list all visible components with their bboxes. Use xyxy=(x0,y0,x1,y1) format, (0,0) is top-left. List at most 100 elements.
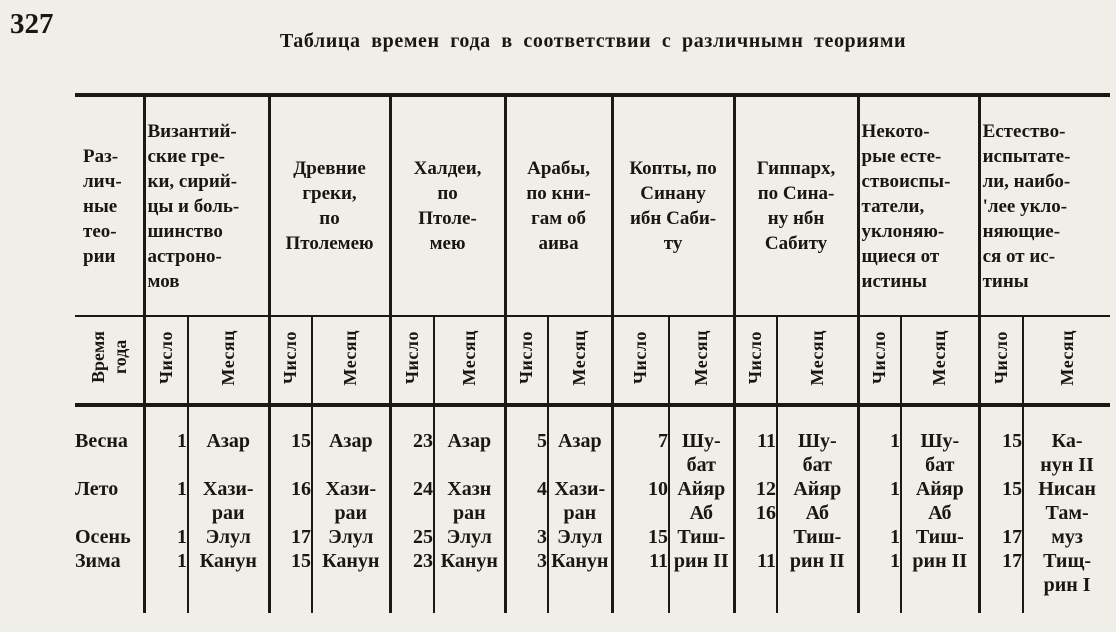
day-cell xyxy=(610,573,670,613)
header-line: щиеся от xyxy=(861,245,940,267)
day-cell: 4 xyxy=(503,477,549,501)
header-line: астроно- xyxy=(147,245,222,267)
table-row: рин I xyxy=(75,573,1111,613)
corner-header: Раз- лич- ные тео- рии xyxy=(75,93,144,317)
day-cell: 23 xyxy=(388,549,435,573)
header-line: Византий- xyxy=(147,120,237,142)
month-cell xyxy=(547,453,613,477)
rotated-number-header: Число xyxy=(856,316,902,407)
day-cell: 3 xyxy=(503,525,549,549)
theory-header-row: Раз- лич- ные тео- рии Византий- ские гр… xyxy=(75,93,1111,317)
rotated-number-header: Число xyxy=(732,316,778,407)
header-line: тео- xyxy=(83,220,117,242)
header-line: ки, сирий- xyxy=(147,170,238,192)
day-cell: 24 xyxy=(388,477,435,501)
month-cell: Шу- xyxy=(776,405,859,453)
month-cell: Азар xyxy=(311,405,391,453)
month-cell: Элул xyxy=(433,525,506,549)
table-row: Весна 1 Азар 15 Азар 23 Азар 5 Азар 7 Шу- 11 Ш… xyxy=(75,405,1111,453)
day-cell xyxy=(503,501,549,525)
month-cell: муз xyxy=(1022,525,1111,549)
day-cell xyxy=(856,501,902,525)
month-cell: рин II xyxy=(900,549,980,573)
month-cell: Айяр xyxy=(668,477,735,501)
header-line: Некото- xyxy=(861,120,930,142)
day-cell xyxy=(977,573,1024,613)
day-cell xyxy=(503,573,549,613)
day-cell: 16 xyxy=(267,477,313,501)
day-cell: 1 xyxy=(856,405,902,453)
month-cell: Канун xyxy=(433,549,506,573)
day-cell xyxy=(503,453,549,477)
season-label xyxy=(75,453,144,477)
header-line: Древние xyxy=(293,158,366,179)
month-cell xyxy=(433,453,506,477)
day-cell xyxy=(732,525,778,549)
header-line: года xyxy=(109,340,130,375)
day-cell: 17 xyxy=(267,525,313,549)
month-cell: Канун xyxy=(547,549,613,573)
header-line: шинство xyxy=(147,220,223,242)
month-cell: раи xyxy=(311,501,391,525)
day-cell xyxy=(610,501,670,525)
season-label: Весна xyxy=(75,430,128,452)
header-line: Птолемею xyxy=(285,233,374,254)
day-cell: 17 xyxy=(977,549,1024,573)
month-cell xyxy=(900,573,980,613)
header-line: Синану xyxy=(640,183,706,204)
page-number: 327 xyxy=(10,8,54,40)
month-cell: бат xyxy=(776,453,859,477)
header-line: греки, xyxy=(302,183,357,204)
theory-header-naturalists-most-deviating: Естество- испытате- ли, наибо- 'лее укло… xyxy=(977,93,1111,317)
page-title: Таблица времен года в соответствии с раз… xyxy=(279,30,907,52)
day-cell: 12 xyxy=(732,477,778,501)
header-line: Раз- xyxy=(83,145,119,167)
day-cell: 1 xyxy=(856,525,902,549)
header-line: 'лее укло- xyxy=(982,195,1068,217)
rotated-number-header: Число xyxy=(142,316,188,407)
day-cell xyxy=(267,573,313,613)
month-cell: бат xyxy=(900,453,980,477)
month-cell: Хази- xyxy=(186,477,270,501)
month-cell: ран xyxy=(433,501,506,525)
month-cell xyxy=(311,453,391,477)
header-line: мею xyxy=(429,233,466,254)
day-cell: 1 xyxy=(142,405,188,453)
rotated-month-header: Месяц xyxy=(1022,316,1111,407)
rotated-number-header: Число xyxy=(610,316,670,407)
month-cell: Канун xyxy=(186,549,270,573)
month-cell: Тищ- xyxy=(1022,549,1111,573)
day-cell: 11 xyxy=(610,549,670,573)
day-cell xyxy=(142,573,188,613)
day-cell xyxy=(267,453,313,477)
month-cell: бат xyxy=(668,453,735,477)
day-cell: 7 xyxy=(610,405,670,453)
header-line: гам об xyxy=(531,208,586,229)
table-row: раи раи ран ран Аб 16 Аб Аб Там- xyxy=(75,501,1111,525)
month-cell: Элул xyxy=(186,525,270,549)
month-cell: Шу- xyxy=(668,405,735,453)
season-label xyxy=(75,573,144,613)
day-cell xyxy=(977,501,1024,525)
month-cell: Айяр xyxy=(776,477,859,501)
header-line: по кни- xyxy=(526,183,591,204)
table-row: Зима 1 Канун 15 Канун 23 Канун 3 Канун 11 рин… xyxy=(75,549,1111,573)
day-cell xyxy=(732,453,778,477)
header-line: Время xyxy=(87,331,108,384)
month-cell xyxy=(186,573,270,613)
rotated-number-header: Число xyxy=(388,316,435,407)
month-cell xyxy=(186,453,270,477)
table-row: Осень 1 Элул 17 Элул 25 Элул 3 Элул 15 Тиш- Т… xyxy=(75,525,1111,549)
month-cell: Азар xyxy=(547,405,613,453)
seasons-table: Раз- лич- ные тео- рии Византий- ские гр… xyxy=(75,93,1111,613)
rotated-month-header: Месяц xyxy=(186,316,270,407)
month-cell: рин I xyxy=(1022,573,1111,613)
header-line: мов xyxy=(147,270,180,292)
day-cell: 3 xyxy=(503,549,549,573)
month-cell: Аб xyxy=(668,501,735,525)
header-line: Арабы, xyxy=(527,158,590,179)
day-cell xyxy=(388,501,435,525)
header-line: ся от ис- xyxy=(982,245,1056,267)
day-cell xyxy=(388,573,435,613)
